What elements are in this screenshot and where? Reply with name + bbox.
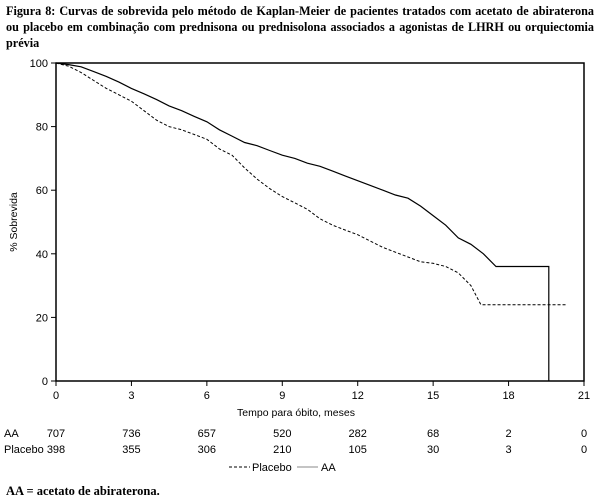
y-tick-label: 20 xyxy=(36,312,48,324)
x-tick-label: 6 xyxy=(204,390,210,402)
risk-table: AA 707 736 657 520 282 68 2 0 Placebo 398 355 306 210… xyxy=(4,428,587,456)
risk-count: 3 xyxy=(506,444,512,456)
risk-count: 30 xyxy=(427,444,439,456)
y-axis-label: % Sobrevida xyxy=(8,192,20,252)
risk-count: 306 xyxy=(198,444,216,456)
x-tick-label: 3 xyxy=(128,390,134,402)
x-tick-label: 12 xyxy=(352,390,364,402)
legend: Placebo AA xyxy=(229,462,336,474)
y-tick-label: 60 xyxy=(36,185,48,197)
series-line-placebo xyxy=(55,62,567,306)
figure-caption: Figura 8: Curvas de sobrevida pelo métod… xyxy=(6,4,594,50)
risk-count: 520 xyxy=(273,428,291,440)
risk-count: 657 xyxy=(198,428,216,440)
legend-placebo-label: Placebo xyxy=(252,462,292,474)
risk-row-label: Placebo xyxy=(4,444,44,456)
y-axis-ticks: 0 20 40 60 80 100 xyxy=(30,58,56,388)
x-tick-label: 21 xyxy=(578,390,590,402)
risk-count: 707 xyxy=(47,428,65,440)
risk-row-label: AA xyxy=(4,428,19,440)
risk-count: 736 xyxy=(122,428,140,440)
x-tick-label: 15 xyxy=(427,390,439,402)
risk-count: 68 xyxy=(427,428,439,440)
risk-count: 2 xyxy=(506,428,512,440)
risk-count: 355 xyxy=(122,444,140,456)
plot-frame xyxy=(55,62,585,382)
footnote: AA = acetato de abiraterona. xyxy=(6,484,160,498)
x-axis-label: Tempo para óbito, meses xyxy=(237,407,355,419)
x-tick-label: 9 xyxy=(279,390,285,402)
risk-count: 105 xyxy=(349,444,367,456)
y-tick-label: 80 xyxy=(36,122,48,134)
risk-count: 0 xyxy=(581,444,587,456)
y-tick-label: 0 xyxy=(42,376,48,388)
series-line-aa xyxy=(55,62,550,381)
risk-count: 282 xyxy=(349,428,367,440)
x-tick-label: 18 xyxy=(502,390,514,402)
survival-curves xyxy=(55,62,567,381)
y-tick-label: 100 xyxy=(30,58,48,70)
risk-count: 398 xyxy=(47,444,65,456)
x-axis-ticks: 0 3 6 9 12 15 18 21 xyxy=(53,381,590,402)
legend-aa-label: AA xyxy=(321,462,336,474)
x-tick-label: 0 xyxy=(53,390,59,402)
risk-count: 210 xyxy=(273,444,291,456)
risk-count: 0 xyxy=(581,428,587,440)
y-tick-label: 40 xyxy=(36,249,48,261)
